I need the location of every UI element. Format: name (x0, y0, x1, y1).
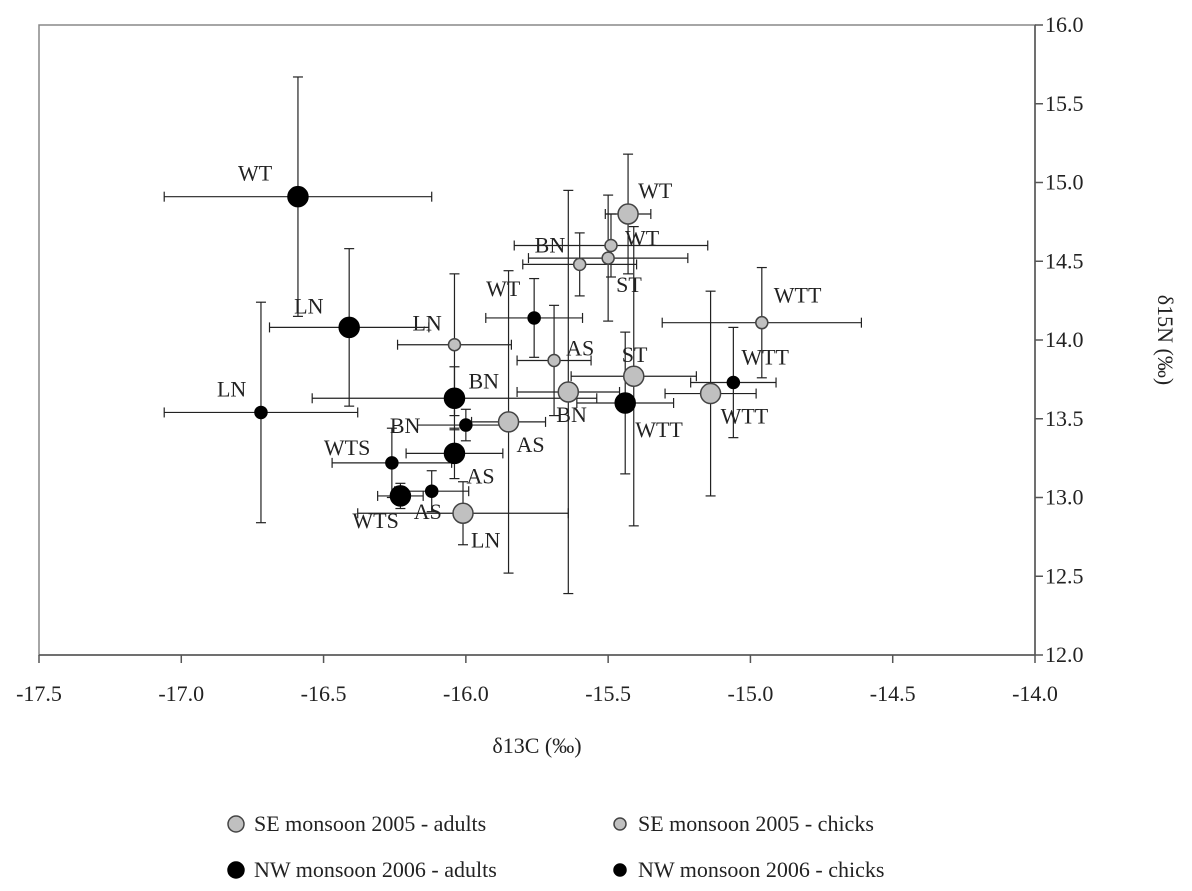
x-axis-label: δ13C (‰) (492, 733, 581, 758)
legend-label: NW monsoon 2006 - adults (254, 857, 497, 882)
legend-label: NW monsoon 2006 - chicks (638, 857, 884, 882)
data-point (557, 381, 580, 403)
point-label: ST (616, 272, 642, 297)
point-labels: WT ST WTT BN AS LN WT ST BN WTT LN AS WT LN BN WTT AS WTS… (217, 161, 822, 553)
legend-label: SE monsoon 2005 - chicks (638, 811, 874, 836)
point-label: LN (217, 376, 246, 401)
data-points (254, 185, 769, 524)
y-tick-label: 15.0 (1045, 170, 1084, 195)
point-label: AS (466, 463, 494, 488)
data-point (459, 418, 473, 432)
point-label: LN (412, 311, 441, 336)
y-axis-label: δ15N (‰) (1153, 295, 1178, 385)
data-point (617, 203, 639, 225)
x-tick-label: -16.5 (301, 681, 347, 706)
data-point (572, 257, 587, 272)
data-point (424, 484, 439, 498)
x-tick-label: -15.0 (728, 681, 774, 706)
data-point (389, 485, 412, 507)
point-label: BN (390, 413, 421, 438)
data-point (447, 337, 462, 352)
point-label: WT (486, 276, 521, 301)
y-tick-label: 13.5 (1045, 406, 1084, 431)
point-label: AS (414, 499, 442, 524)
error-bars (163, 76, 863, 595)
legend-marker (613, 817, 627, 831)
x-tick-label: -14.0 (1012, 681, 1058, 706)
point-label: AS (566, 335, 594, 360)
point-label: WTT (774, 283, 822, 308)
y-tick-label: 14.5 (1045, 248, 1084, 273)
data-point (755, 315, 769, 330)
data-point (338, 316, 360, 339)
point-label: WTT (635, 417, 683, 442)
data-point (527, 311, 541, 325)
point-label: ST (622, 342, 648, 367)
y-tick-label: 14.0 (1045, 327, 1084, 352)
point-label: WTT (721, 404, 769, 429)
point-label: WT (638, 178, 673, 203)
data-point (452, 502, 474, 524)
legend-marker (613, 863, 627, 877)
data-point (604, 238, 618, 253)
point-label: WTS (324, 435, 370, 460)
x-tick-label: -17.5 (16, 681, 62, 706)
data-point (287, 185, 309, 208)
legend: SE monsoon 2005 - adults SE monsoon 2005 … (227, 811, 884, 882)
y-tick-label: 12.5 (1045, 563, 1084, 588)
y-tick-label: 12.0 (1045, 642, 1084, 667)
point-label: BN (535, 232, 566, 257)
data-point (614, 392, 636, 414)
data-point (601, 251, 615, 265)
x-tick-label: -15.5 (585, 681, 631, 706)
legend-marker (227, 815, 245, 833)
point-label: WTT (741, 345, 789, 370)
point-label: WT (238, 161, 273, 186)
point-label: AS (517, 432, 545, 457)
data-point (547, 353, 561, 368)
x-tick-label: -16.0 (443, 681, 489, 706)
data-point (385, 456, 399, 470)
legend-marker (227, 861, 245, 879)
legend-label: SE monsoon 2005 - adults (254, 811, 486, 836)
x-tick-label: -17.0 (158, 681, 204, 706)
point-label: LN (294, 293, 323, 318)
point-label: BN (556, 402, 587, 427)
data-point (699, 382, 722, 405)
data-point (497, 411, 520, 433)
point-label: LN (471, 527, 500, 552)
data-point (443, 387, 466, 410)
y-tick-label: 15.5 (1045, 91, 1084, 116)
data-point (623, 365, 645, 387)
y-tick-label: 13.0 (1045, 485, 1084, 510)
axes: -17.5 -17.0 -16.5 -16.0 -15.5 -15.0 -14.5 -14.0… (16, 12, 1083, 706)
point-label: BN (468, 368, 499, 393)
y-tick-label: 16.0 (1045, 12, 1084, 37)
point-label: WT (625, 226, 660, 251)
point-label: WTS (352, 508, 398, 533)
data-point (443, 442, 466, 465)
plot-area (38, 24, 1036, 656)
data-point (254, 405, 268, 420)
x-tick-label: -14.5 (870, 681, 916, 706)
data-point (726, 375, 741, 390)
